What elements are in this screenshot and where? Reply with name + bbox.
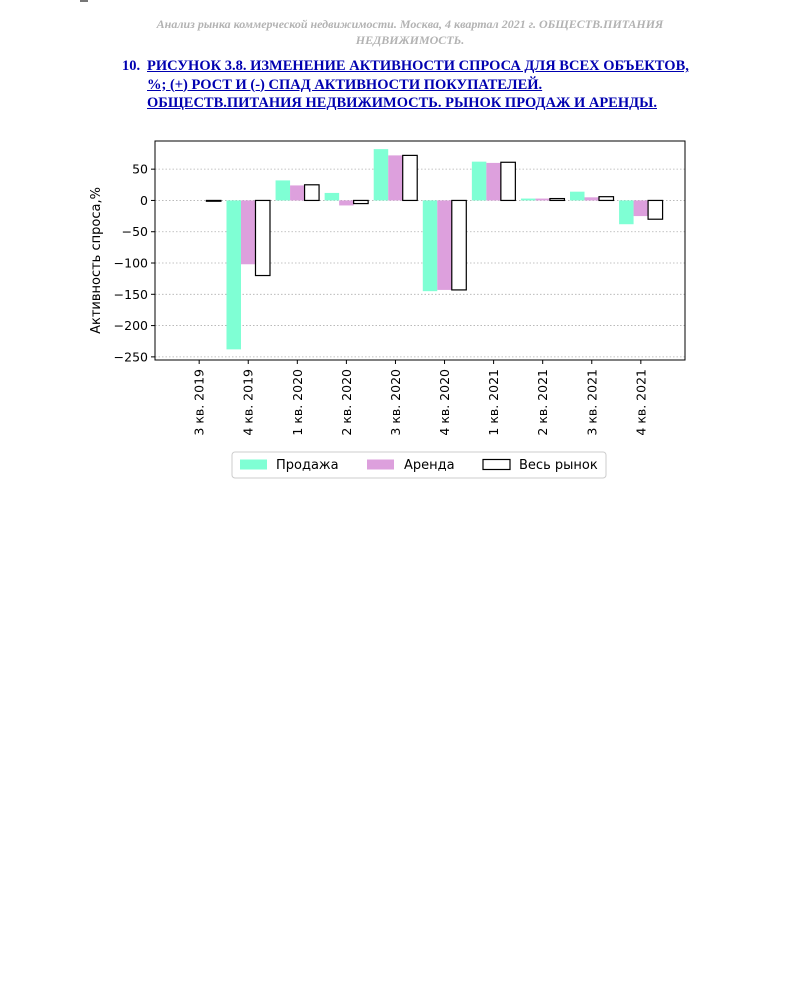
- page-header: Анализ рынка коммерческой недвижимости. …: [100, 16, 720, 48]
- y-tick-label: −250: [114, 349, 148, 364]
- bar-market: [353, 199, 369, 205]
- bar-sale: [570, 191, 585, 201]
- bar-market: [647, 199, 664, 220]
- bar-sale: [422, 200, 438, 292]
- x-tick-label: 4 кв. 2020: [437, 369, 452, 436]
- bar-market: [598, 196, 615, 202]
- bar-sale: [619, 200, 634, 225]
- bar-market: [500, 161, 516, 202]
- figure-title-line-2: %; (+) РОСТ И (-) СПАД АКТИВНОСТИ ПОКУПА…: [147, 76, 543, 93]
- x-tick-label: 1 кв. 2020: [290, 369, 305, 436]
- bar-sale: [373, 149, 389, 201]
- legend-label-market: Весь рынок: [519, 458, 598, 473]
- bar-rent: [584, 197, 600, 201]
- page-header-line-2: НЕДВИЖИМОСТЬ.: [355, 33, 465, 47]
- bar-rent: [633, 200, 649, 217]
- bar-rent: [486, 162, 501, 201]
- bar-market: [254, 199, 271, 277]
- plot-frame: [154, 140, 686, 361]
- x-tick-label: 2 кв. 2021: [535, 369, 550, 436]
- x-tick-label: 2 кв. 2020: [339, 369, 354, 436]
- figure-number: 10.: [122, 58, 141, 74]
- bar-market: [402, 154, 418, 202]
- legend-label-rent: Аренда: [404, 458, 455, 473]
- x-tick-label: 3 кв. 2020: [388, 369, 403, 436]
- bar-sale: [471, 161, 487, 201]
- bar-rent: [290, 185, 305, 201]
- x-tick-label: 3 кв. 2021: [584, 369, 599, 436]
- bar-market: [205, 199, 222, 202]
- y-tick-label: 50: [132, 162, 148, 177]
- x-tick-label: 3 кв. 2019: [192, 369, 207, 436]
- page-header-line-1: Анализ рынка коммерческой недвижимости. …: [156, 17, 664, 31]
- bar-sale: [324, 192, 340, 201]
- legend-swatch-rent: [367, 459, 394, 470]
- figure-title-line-3: ОБЩЕСТВ.ПИТАНИЯ НЕДВИЖИМОСТЬ. РЫНОК ПРОД…: [147, 95, 657, 111]
- legend-label-sale: Продажа: [276, 458, 339, 473]
- figure-title[interactable]: 10. РИСУНОК 3.8. ИЗМЕНЕНИЕ АКТИВНОСТИ СП…: [122, 57, 762, 113]
- x-tick-label: 4 кв. 2021: [633, 369, 648, 436]
- y-tick-label: −50: [122, 224, 148, 239]
- page-corner-mark: [80, 0, 88, 2]
- y-tick-label: −150: [114, 287, 148, 302]
- bar-sale: [275, 180, 291, 201]
- bar-rent: [388, 155, 403, 201]
- y-axis-label: Активность спроса,%: [89, 187, 104, 334]
- bar-rent: [240, 200, 256, 265]
- legend-swatch-sale: [240, 459, 267, 470]
- bar-sale: [226, 200, 241, 350]
- bar-market: [549, 197, 566, 202]
- legend-box: [231, 451, 607, 479]
- y-tick-label: 0: [140, 193, 148, 208]
- bar-market: [451, 199, 467, 291]
- bar-rent: [339, 200, 354, 206]
- figure-title-line-1: РИСУНОК 3.8. ИЗМЕНЕНИЕ АКТИВНОСТИ СПРОСА…: [147, 58, 689, 74]
- x-tick-label: 1 кв. 2021: [486, 369, 501, 436]
- x-tick-label: 4 кв. 2019: [241, 369, 256, 436]
- bar-market: [303, 184, 320, 202]
- bar-sale: [520, 198, 536, 201]
- bar-rent: [437, 200, 452, 290]
- legend-swatch-market: [482, 458, 511, 471]
- bar-rent: [535, 198, 550, 201]
- y-tick-label: −100: [114, 256, 148, 271]
- figure-title-link[interactable]: РИСУНОК 3.8. ИЗМЕНЕНИЕ АКТИВНОСТИ СПРОСА…: [147, 57, 762, 113]
- y-tick-label: −200: [114, 318, 148, 333]
